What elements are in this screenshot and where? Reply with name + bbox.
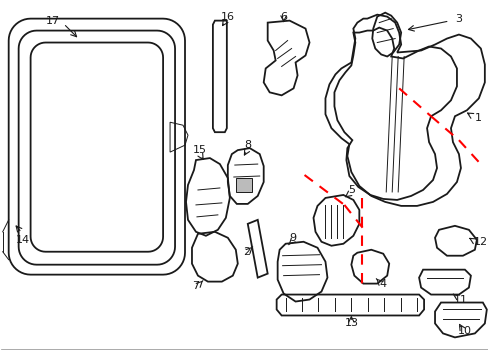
- Text: 2: 2: [243, 247, 250, 257]
- Text: 8: 8: [244, 140, 251, 150]
- Text: 11: 11: [453, 294, 467, 305]
- Text: 14: 14: [16, 235, 30, 245]
- Text: 9: 9: [288, 233, 296, 243]
- Text: 5: 5: [347, 185, 354, 195]
- Text: 1: 1: [473, 113, 480, 123]
- Text: 3: 3: [454, 14, 462, 24]
- Text: 17: 17: [45, 15, 60, 26]
- Text: 6: 6: [280, 12, 286, 22]
- Text: 16: 16: [221, 12, 234, 22]
- Polygon shape: [235, 178, 251, 192]
- Text: 10: 10: [457, 327, 471, 336]
- Text: 15: 15: [193, 145, 206, 155]
- Text: 12: 12: [473, 237, 487, 247]
- Text: 13: 13: [344, 319, 358, 328]
- Text: 4: 4: [379, 279, 386, 289]
- Text: 7: 7: [192, 280, 199, 291]
